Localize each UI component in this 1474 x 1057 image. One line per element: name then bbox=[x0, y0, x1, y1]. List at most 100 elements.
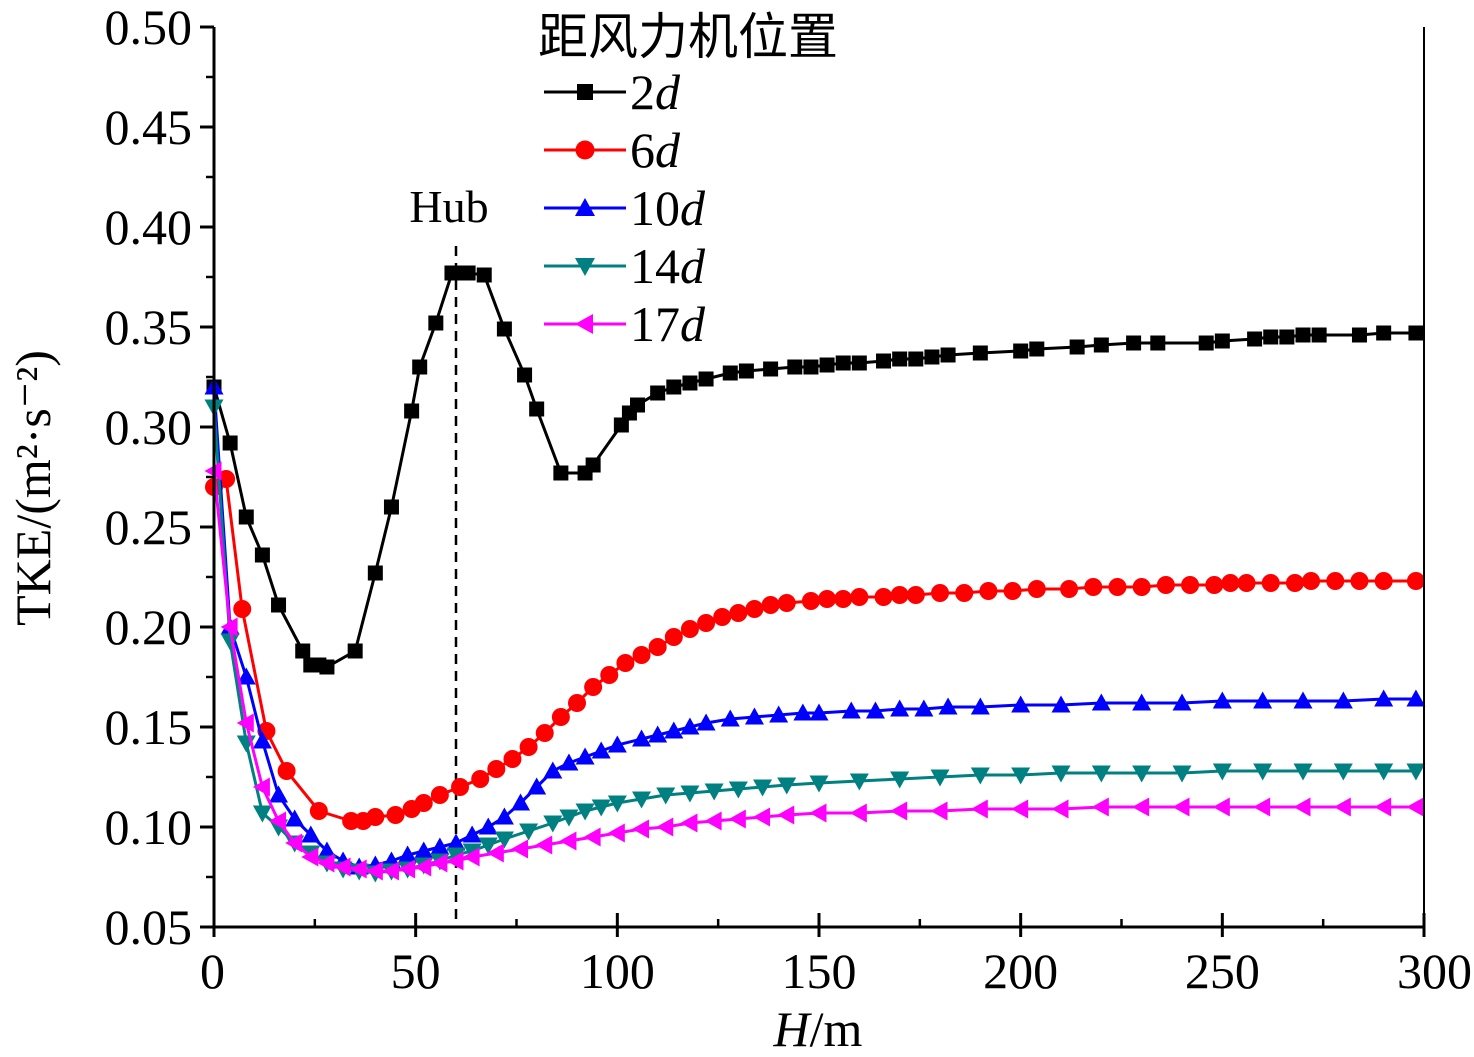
data-point bbox=[1060, 580, 1079, 598]
series-10d bbox=[204, 377, 1426, 875]
series-layer bbox=[204, 265, 1426, 883]
y-tick-label: 0.10 bbox=[105, 799, 193, 855]
data-point bbox=[972, 345, 988, 361]
data-point bbox=[1408, 325, 1424, 341]
data-point bbox=[851, 355, 867, 371]
data-point bbox=[738, 363, 754, 379]
legend-marker bbox=[575, 258, 595, 276]
data-point bbox=[1011, 799, 1029, 819]
data-point bbox=[271, 597, 287, 613]
data-point bbox=[591, 799, 611, 817]
data-point bbox=[1084, 578, 1103, 596]
data-point bbox=[1198, 335, 1214, 351]
data-point bbox=[503, 750, 522, 768]
data-point bbox=[1132, 693, 1152, 711]
data-point bbox=[753, 807, 771, 827]
x-tick-label: 200 bbox=[983, 943, 1058, 999]
data-point bbox=[698, 371, 714, 387]
data-point bbox=[722, 365, 738, 381]
data-point bbox=[713, 608, 732, 626]
data-point bbox=[252, 777, 270, 797]
data-point bbox=[319, 659, 335, 675]
data-point bbox=[553, 465, 569, 481]
data-point bbox=[236, 713, 254, 733]
data-point bbox=[607, 735, 627, 753]
data-point bbox=[666, 379, 682, 395]
x-tick-label: 250 bbox=[1185, 943, 1260, 999]
data-point bbox=[1172, 765, 1192, 783]
data-point bbox=[970, 799, 988, 819]
data-point bbox=[517, 367, 533, 383]
data-point bbox=[1108, 578, 1127, 596]
data-point bbox=[1051, 799, 1069, 819]
legend-entry-14d: 14d bbox=[544, 238, 706, 294]
data-point bbox=[269, 811, 287, 831]
data-point bbox=[1091, 765, 1111, 783]
data-point bbox=[529, 401, 545, 417]
data-point bbox=[890, 699, 910, 717]
data-point bbox=[600, 666, 619, 684]
data-point bbox=[865, 701, 885, 719]
data-point bbox=[414, 841, 434, 859]
data-point bbox=[892, 351, 908, 367]
data-point bbox=[551, 708, 570, 726]
data-point bbox=[630, 397, 645, 413]
axes-layer: 0.05 0.10 0.15 0.20 0.25 0.30 0.35 0.40 0.45 0.50… bbox=[105, 0, 1473, 999]
data-point bbox=[607, 795, 627, 813]
data-point bbox=[543, 815, 563, 833]
legend-marker bbox=[577, 84, 593, 100]
data-point bbox=[568, 694, 586, 712]
legend-marker bbox=[575, 198, 595, 216]
series-17d bbox=[204, 461, 1424, 881]
data-point bbox=[446, 833, 466, 851]
data-point bbox=[607, 823, 625, 843]
data-point bbox=[1003, 582, 1022, 600]
legend-label-number: 6 bbox=[630, 122, 655, 178]
data-point bbox=[1376, 325, 1392, 341]
data-point bbox=[1011, 767, 1031, 785]
hub-annotation-label: Hub bbox=[409, 181, 488, 232]
data-point bbox=[1027, 580, 1046, 598]
legend-marker bbox=[575, 314, 593, 334]
data-point bbox=[451, 778, 470, 796]
data-point bbox=[930, 769, 950, 787]
data-point bbox=[543, 761, 563, 779]
data-point bbox=[511, 839, 529, 859]
data-point bbox=[632, 646, 651, 664]
data-point bbox=[317, 853, 335, 873]
data-point bbox=[763, 361, 779, 377]
data-point bbox=[1374, 763, 1394, 781]
data-point bbox=[632, 819, 650, 839]
data-point bbox=[584, 678, 603, 696]
legend-label-symbol: d bbox=[655, 64, 681, 120]
data-point bbox=[222, 435, 238, 451]
data-point bbox=[1406, 572, 1425, 590]
data-point bbox=[834, 590, 853, 608]
data-point bbox=[347, 643, 363, 659]
data-point bbox=[1221, 574, 1240, 592]
data-point bbox=[1333, 691, 1353, 709]
data-point bbox=[841, 701, 861, 719]
data-point bbox=[496, 321, 512, 337]
data-point bbox=[769, 705, 789, 723]
data-point bbox=[428, 315, 444, 331]
data-point bbox=[1029, 341, 1045, 357]
data-point bbox=[664, 628, 683, 646]
data-point bbox=[430, 853, 448, 873]
data-point bbox=[1253, 691, 1273, 709]
data-point bbox=[519, 823, 539, 841]
data-point bbox=[777, 777, 797, 795]
data-point bbox=[1333, 763, 1353, 781]
data-point bbox=[876, 353, 892, 369]
data-point bbox=[1212, 797, 1230, 817]
data-point bbox=[1295, 327, 1311, 343]
data-point bbox=[478, 817, 498, 835]
data-point bbox=[478, 837, 498, 855]
x-tick-label: 50 bbox=[391, 943, 441, 999]
data-point bbox=[414, 857, 432, 877]
data-point bbox=[527, 777, 547, 795]
data-point bbox=[648, 725, 668, 743]
data-point bbox=[430, 837, 450, 855]
data-point bbox=[803, 359, 819, 375]
